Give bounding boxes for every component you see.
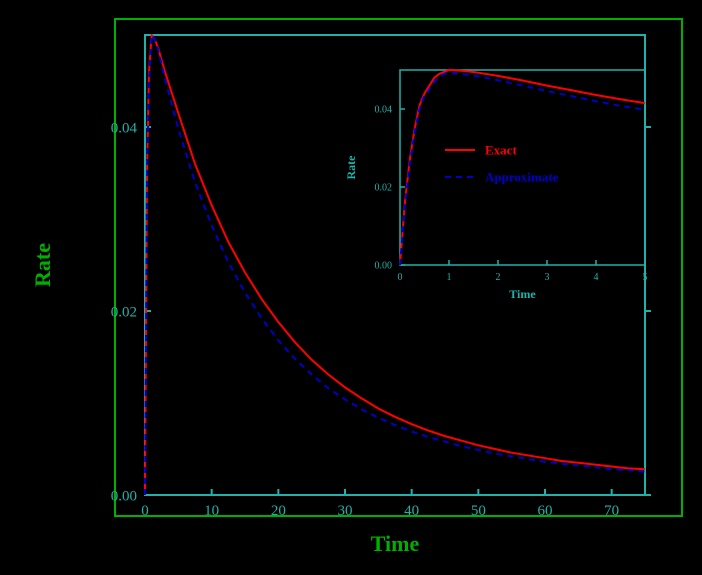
x-tick-label: 30	[338, 503, 353, 519]
x-tick-label: 0	[398, 272, 403, 283]
y-tick-label: 0.00	[111, 488, 137, 504]
y-axis-label: Rate	[344, 155, 358, 180]
x-tick-label: 50	[471, 503, 486, 519]
x-tick-label: 20	[271, 503, 286, 519]
x-tick-label: 60	[538, 503, 553, 519]
legend-label: Exact	[485, 143, 517, 158]
y-tick-label: 0.04	[111, 120, 138, 136]
x-tick-label: 2	[496, 272, 501, 283]
x-tick-label: 1	[447, 272, 452, 283]
y-tick-label: 0.02	[375, 183, 393, 194]
x-tick-label: 10	[204, 503, 219, 519]
x-axis-label: Time	[371, 531, 420, 556]
x-tick-label: 0	[141, 503, 149, 519]
y-tick-label: 0.00	[375, 261, 393, 272]
x-tick-label: 5	[643, 272, 648, 283]
x-tick-label: 40	[404, 503, 419, 519]
x-axis-label: Time	[509, 287, 536, 301]
x-tick-label: 70	[604, 503, 619, 519]
x-tick-label: 3	[545, 272, 550, 283]
y-tick-label: 0.02	[111, 304, 137, 320]
y-axis-label: Rate	[30, 243, 55, 287]
legend-label: Approximate	[485, 170, 559, 185]
chart-canvas: 0 10 20 30 40 50 60 70 0.00 0.02 0.04 Time Rate 0 1 2 3 4…	[0, 0, 702, 575]
x-tick-label: 4	[594, 272, 599, 283]
y-tick-label: 0.04	[375, 105, 393, 116]
